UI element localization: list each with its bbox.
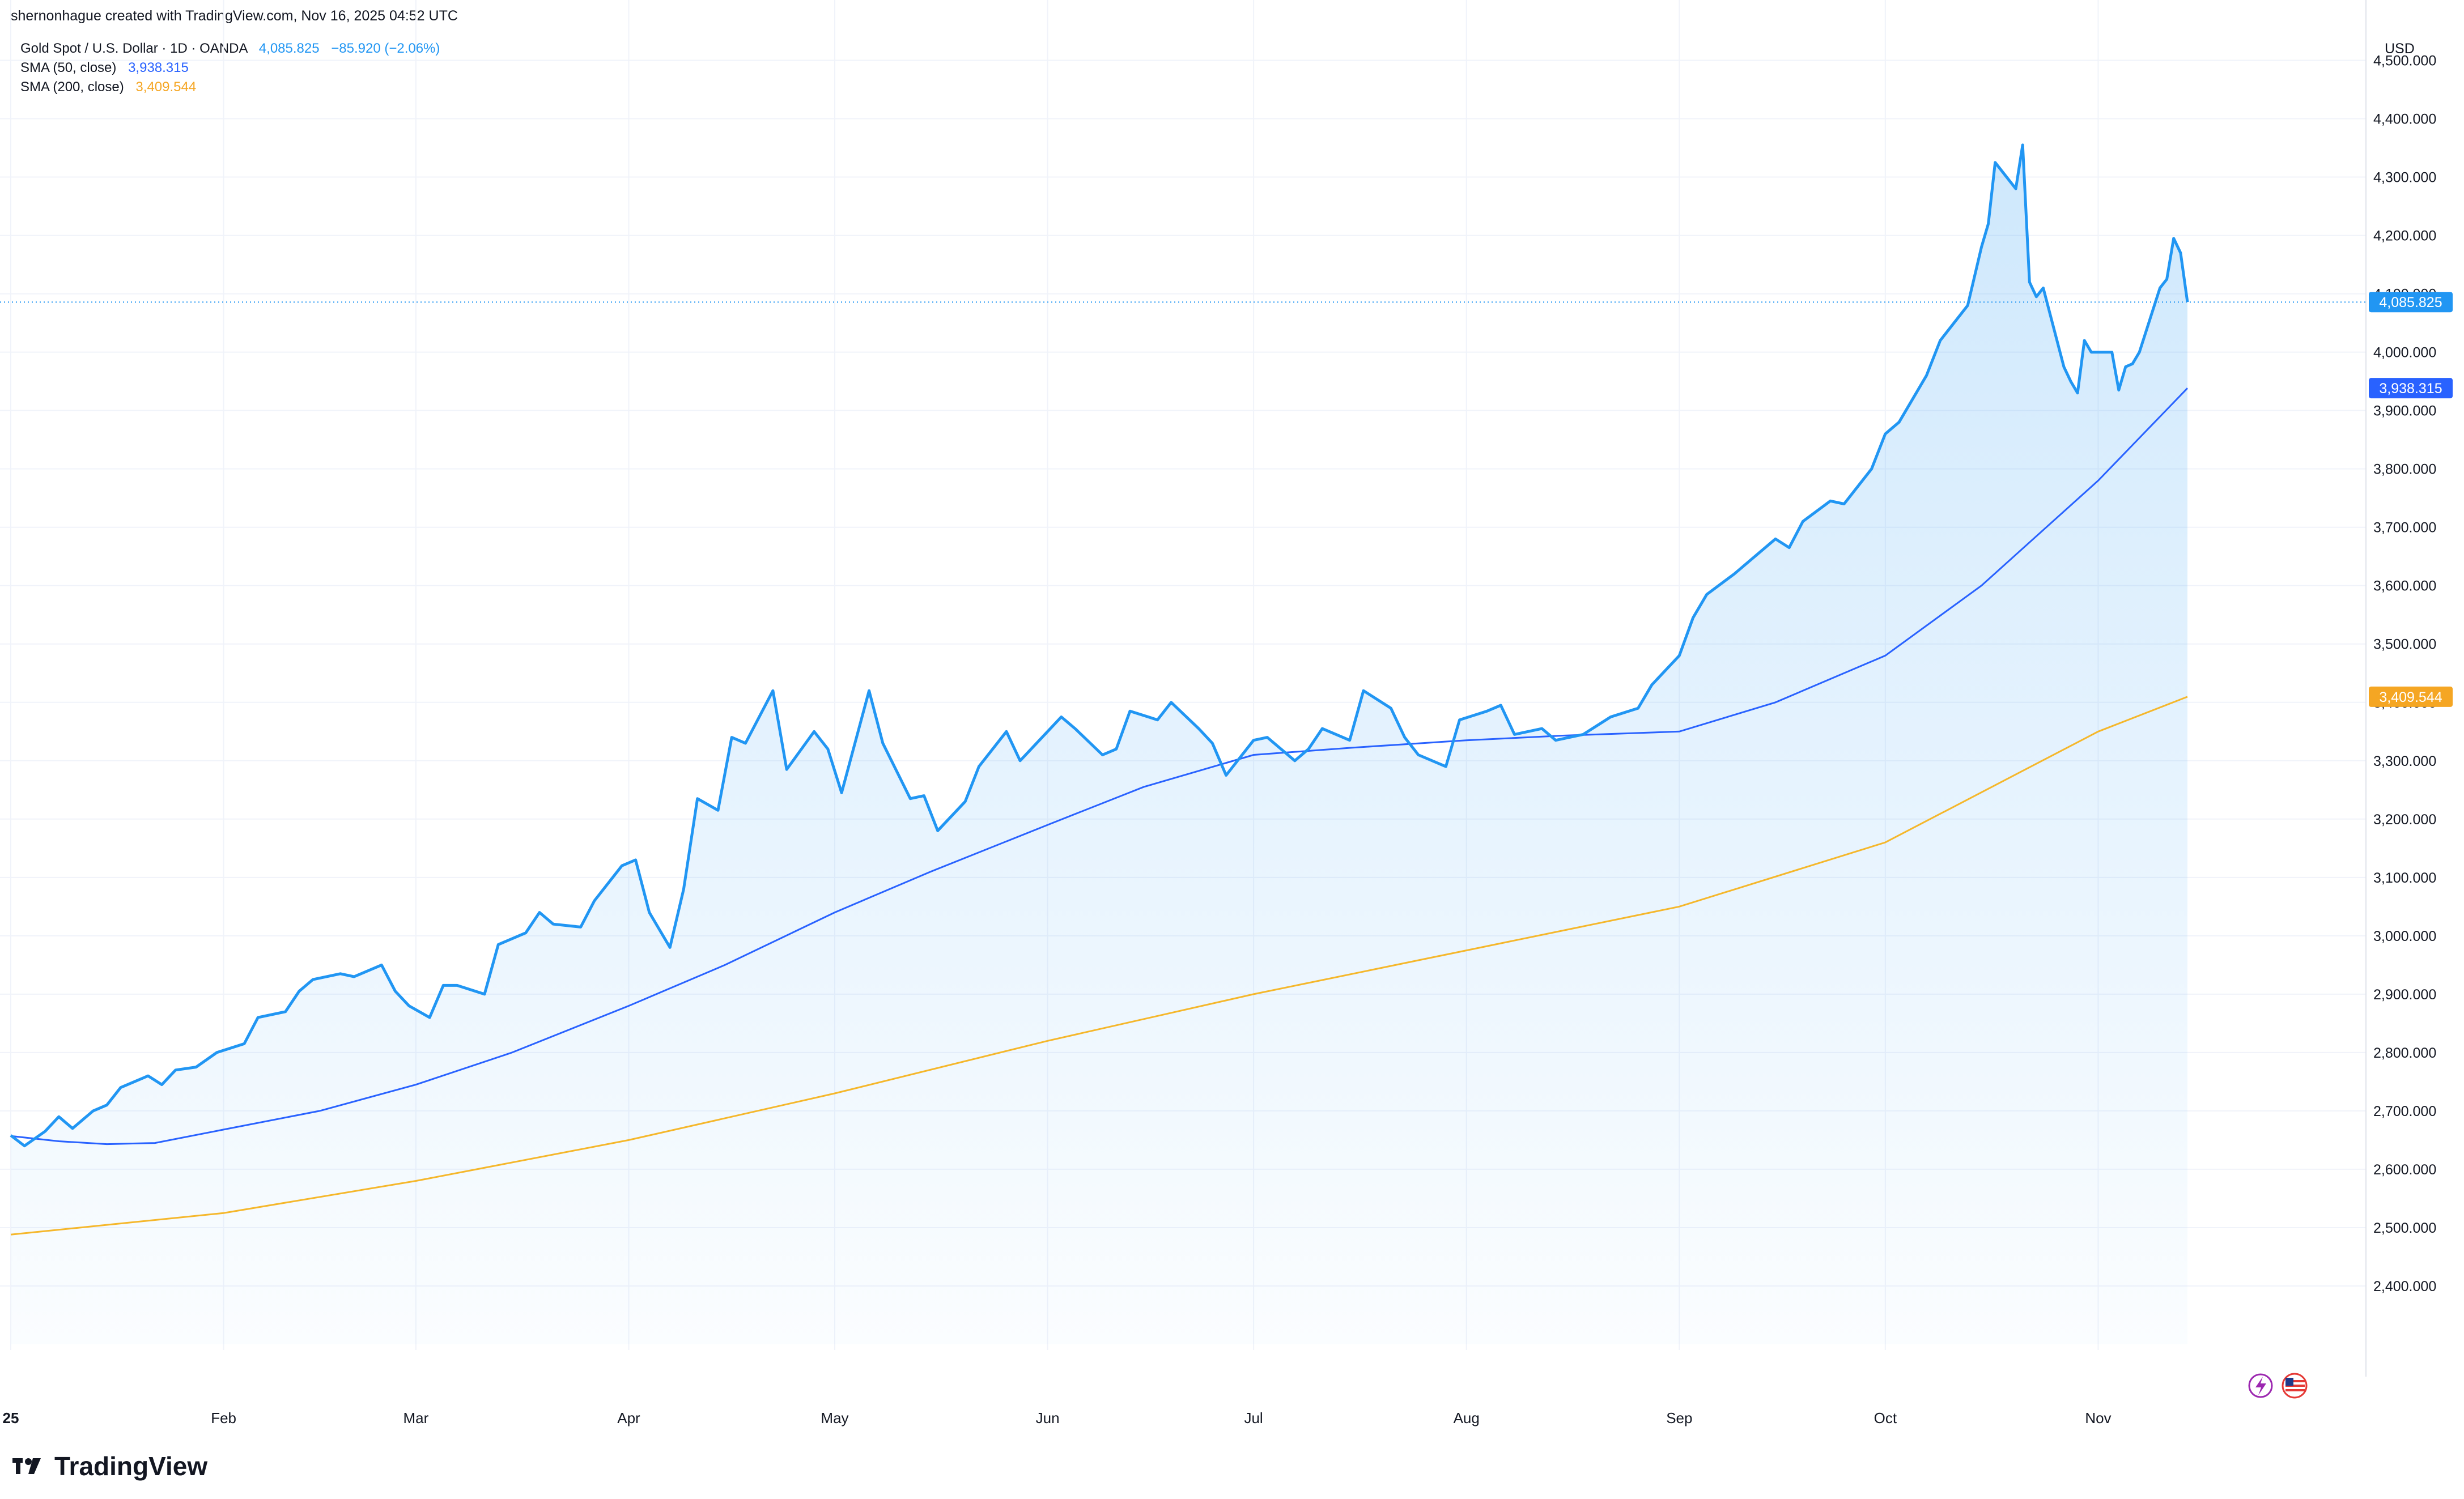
sma50-line [10,387,2189,1145]
y-tick-label: 2,900.000 [2373,987,2436,1003]
symbol-price: 4,085.825 [258,41,320,56]
symbol-change: −85.920 (−2.06%) [331,41,440,56]
x-tick-label: 25 [3,1409,19,1426]
y-tick-label: 4,400.000 [2373,112,2436,127]
sma200-tag-bg [2369,686,2453,707]
lightning-icon[interactable] [2248,1373,2273,1398]
sma200-tag: 3,409.544 [2379,689,2442,705]
x-tick-label: Aug [1454,1409,1480,1426]
sma50-value: 3,938.315 [128,60,189,75]
x-tick-label: Oct [1874,1409,1897,1426]
y-tick-label: 3,600.000 [2373,578,2436,594]
y-tick-label: 3,700.000 [2373,520,2436,536]
y-tick-label: 4,000.000 [2373,345,2436,361]
y-tick-label: 3,100.000 [2373,870,2436,886]
y-tick-label: 4,500.000 [2373,53,2436,69]
currency-label: USD [2385,41,2415,57]
y-tick-label: 3,800.000 [2373,462,2436,478]
x-tick-label: Apr [617,1409,640,1426]
y-tick-label: 2,800.000 [2373,1045,2436,1061]
series-group [0,143,2366,1345]
tradingview-logo[interactable]: TradingView [12,1451,207,1481]
sma200-line [10,696,2188,1236]
sma200-value: 3,409.544 [135,79,197,95]
x-axis: 25 Feb Mar Apr May Jun Jul Aug Sep Oct Nov [3,1409,2112,1426]
y-tick-label: 4,200.000 [2373,228,2436,244]
current-price-tag: 4,085.825 [2379,295,2442,310]
x-tick-label: Sep [1666,1409,1692,1426]
symbol-name: Gold Spot / U.S. Dollar · 1D · OANDA [20,41,248,56]
y-tick-label: 2,700.000 [2373,1104,2436,1119]
sma50-tag-bg [2369,378,2453,399]
legend-sma50-row[interactable]: SMA (50, close) 3,938.315 [20,58,440,78]
current-price-tag-bg [2369,292,2453,313]
x-tick-label: Feb [211,1409,236,1426]
x-tick-label: Jul [1244,1409,1263,1426]
y-axis: USD 2,400.000 2,500.000 2,600.000 2,700.000… [2373,41,2436,1294]
y-tick-label: 3,500.000 [2373,637,2436,653]
price-line [10,143,2189,1148]
chart-header: shernonhague created with TradingView.co… [11,8,458,24]
y-tick-label: 3,000.000 [2373,929,2436,944]
us-flag-icon[interactable] [2282,1373,2308,1399]
legend-sma200-row[interactable]: SMA (200, close) 3,409.544 [20,78,440,97]
x-tick-label: Mar [403,1409,428,1426]
y-tick-label: 2,400.000 [2373,1279,2436,1294]
sma50-label: SMA (50, close) [20,60,117,75]
sma200-label: SMA (200, close) [20,79,124,95]
price-tags: 4,085.825 3,938.315 3,409.544 [2369,292,2453,707]
brand-name: TradingView [54,1451,208,1481]
y-tick-label: 2,500.000 [2373,1220,2436,1236]
y-tick-label: 3,200.000 [2373,812,2436,828]
sma50-tag: 3,938.315 [2379,381,2442,397]
price-area-fill [11,144,2187,1345]
y-tick-label: 2,600.000 [2373,1162,2436,1178]
tradingview-logo-icon [12,1458,41,1474]
y-tick-label: 3,900.000 [2373,403,2436,419]
y-tick-label: 3,300.000 [2373,753,2436,769]
x-tick-label: Nov [2085,1409,2111,1426]
y-tick-label: 4,300.000 [2373,170,2436,186]
x-tick-label: Jun [1036,1409,1060,1426]
legend-symbol-row[interactable]: Gold Spot / U.S. Dollar · 1D · OANDA 4,0… [20,39,440,58]
x-tick-label: May [821,1409,848,1426]
chart-legend: Gold Spot / U.S. Dollar · 1D · OANDA 4,0… [20,39,440,97]
